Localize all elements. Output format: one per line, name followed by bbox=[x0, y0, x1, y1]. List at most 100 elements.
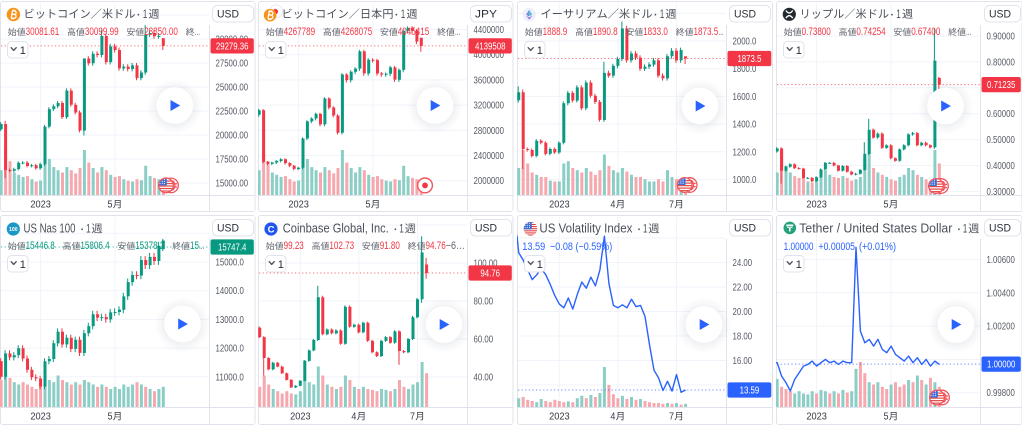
svg-text:…: … bbox=[199, 240, 205, 252]
svg-text:22.00: 22.00 bbox=[732, 283, 752, 294]
svg-text:1: 1 bbox=[401, 6, 406, 20]
svg-text:2023: 2023 bbox=[30, 199, 51, 210]
svg-text:2023: 2023 bbox=[806, 412, 827, 423]
svg-text:USD: USD bbox=[734, 223, 756, 235]
svg-text:1.00600: 1.00600 bbox=[986, 255, 1015, 266]
svg-text:2400000: 2400000 bbox=[474, 151, 505, 162]
svg-text:1888.9: 1888.9 bbox=[542, 26, 567, 38]
svg-text:USD: USD bbox=[734, 8, 756, 20]
svg-text:16.00: 16.00 bbox=[732, 356, 752, 367]
svg-text:…: … bbox=[195, 26, 201, 38]
svg-text:1600.0: 1600.0 bbox=[732, 91, 756, 102]
svg-text:100.00: 100.00 bbox=[474, 259, 498, 270]
svg-text:−6…: −6… bbox=[446, 240, 465, 252]
svg-text:5: 5 bbox=[108, 199, 113, 210]
svg-text:1833.0: 1833.0 bbox=[643, 26, 668, 38]
svg-text:…: … bbox=[718, 26, 724, 38]
svg-text:5: 5 bbox=[366, 199, 371, 210]
svg-text:1.00400: 1.00400 bbox=[986, 288, 1015, 299]
svg-text:USD: USD bbox=[989, 223, 1011, 235]
svg-text:2023: 2023 bbox=[549, 412, 570, 423]
svg-text:0.73800: 0.73800 bbox=[801, 26, 830, 38]
svg-text:2000.0: 2000.0 bbox=[732, 36, 756, 47]
svg-text:1200.0: 1200.0 bbox=[732, 147, 756, 158]
svg-text:100: 100 bbox=[9, 227, 18, 233]
svg-text:1: 1 bbox=[795, 259, 801, 271]
svg-text:4268075: 4268075 bbox=[341, 26, 373, 38]
svg-text:4: 4 bbox=[610, 412, 615, 423]
svg-text:C: C bbox=[268, 224, 275, 235]
svg-text:1: 1 bbox=[20, 259, 26, 271]
svg-text:1: 1 bbox=[20, 45, 26, 57]
svg-text:0.67400: 0.67400 bbox=[911, 26, 940, 38]
svg-text:(−0.59%): (−0.59%) bbox=[575, 241, 612, 253]
svg-text:24.00: 24.00 bbox=[732, 258, 752, 269]
svg-text:5: 5 bbox=[108, 412, 113, 423]
svg-text:12000.0: 12000.0 bbox=[216, 344, 245, 355]
svg-text:USD: USD bbox=[217, 8, 239, 20]
svg-text:25000.00: 25000.00 bbox=[216, 82, 249, 93]
svg-text:1: 1 bbox=[962, 221, 967, 235]
svg-text:2023: 2023 bbox=[288, 199, 309, 210]
svg-text:1.00200: 1.00200 bbox=[986, 322, 1015, 333]
svg-text:2800000: 2800000 bbox=[474, 125, 505, 136]
svg-text:4: 4 bbox=[351, 412, 356, 423]
svg-text:4: 4 bbox=[610, 199, 615, 210]
svg-text:2023: 2023 bbox=[290, 412, 311, 423]
svg-text:4400000: 4400000 bbox=[474, 25, 505, 36]
svg-text:3600000: 3600000 bbox=[474, 75, 505, 86]
svg-text:17500.00: 17500.00 bbox=[216, 154, 249, 165]
svg-text:15000.0: 15000.0 bbox=[216, 258, 245, 269]
svg-text:1: 1 bbox=[278, 259, 284, 271]
svg-text:30081.61: 30081.61 bbox=[26, 26, 60, 38]
svg-text:…: … bbox=[966, 26, 972, 38]
svg-text:USD: USD bbox=[475, 223, 497, 235]
svg-text:0.60000: 0.60000 bbox=[986, 109, 1015, 120]
svg-text:Coinbase Global, Inc.: Coinbase Global, Inc. bbox=[283, 220, 389, 235]
svg-text:−0.08: −0.08 bbox=[550, 241, 573, 253]
svg-text:1: 1 bbox=[143, 6, 148, 20]
svg-text:0.80000: 0.80000 bbox=[986, 57, 1015, 68]
svg-text:18.00: 18.00 bbox=[732, 332, 752, 343]
svg-text:1: 1 bbox=[642, 221, 647, 235]
svg-text:US Volatility Index: US Volatility Index bbox=[539, 220, 632, 235]
svg-text:28850.00: 28850.00 bbox=[144, 26, 178, 38]
svg-text:4000000: 4000000 bbox=[474, 50, 505, 61]
svg-text:15806.4: 15806.4 bbox=[80, 240, 109, 252]
svg-text:20000.00: 20000.00 bbox=[216, 130, 249, 141]
svg-text:20.00: 20.00 bbox=[732, 307, 752, 318]
svg-text:7: 7 bbox=[669, 412, 674, 423]
svg-text:27500.00: 27500.00 bbox=[216, 58, 249, 69]
svg-text:0.90000: 0.90000 bbox=[986, 31, 1015, 42]
svg-text:1: 1 bbox=[399, 221, 404, 235]
svg-text:1873.5: 1873.5 bbox=[693, 26, 718, 38]
svg-text:14000.0: 14000.0 bbox=[216, 286, 245, 297]
svg-text:1: 1 bbox=[795, 45, 801, 57]
svg-text:1: 1 bbox=[536, 45, 542, 57]
svg-text:4267789: 4267789 bbox=[284, 26, 316, 38]
svg-text:1: 1 bbox=[659, 6, 664, 20]
svg-text:2023: 2023 bbox=[30, 412, 51, 423]
svg-text:94.76: 94.76 bbox=[480, 269, 500, 280]
svg-text:1: 1 bbox=[536, 259, 542, 271]
svg-text:1: 1 bbox=[896, 6, 901, 20]
svg-text:7: 7 bbox=[669, 199, 674, 210]
svg-text:15: 15 bbox=[190, 240, 199, 252]
svg-text:15378.2: 15378.2 bbox=[135, 240, 164, 252]
svg-text:USD: USD bbox=[989, 8, 1011, 20]
svg-text:(+0.01%): (+0.01%) bbox=[859, 241, 896, 253]
svg-text:2000000: 2000000 bbox=[474, 176, 505, 187]
svg-text:5: 5 bbox=[883, 412, 888, 423]
svg-text:1800.0: 1800.0 bbox=[732, 64, 756, 75]
svg-text:22500.00: 22500.00 bbox=[216, 106, 249, 117]
svg-text:USD: USD bbox=[217, 223, 239, 235]
svg-text:1400.0: 1400.0 bbox=[732, 119, 756, 130]
svg-text:102.73: 102.73 bbox=[329, 240, 354, 252]
svg-text:13.59: 13.59 bbox=[739, 386, 759, 397]
svg-text:…: … bbox=[455, 26, 461, 38]
svg-text:US Nas 100: US Nas 100 bbox=[24, 220, 76, 235]
svg-text:0.40000: 0.40000 bbox=[986, 161, 1015, 172]
svg-text:5: 5 bbox=[883, 199, 888, 210]
svg-text:3200000: 3200000 bbox=[474, 100, 505, 111]
svg-text:1890.8: 1890.8 bbox=[592, 26, 617, 38]
